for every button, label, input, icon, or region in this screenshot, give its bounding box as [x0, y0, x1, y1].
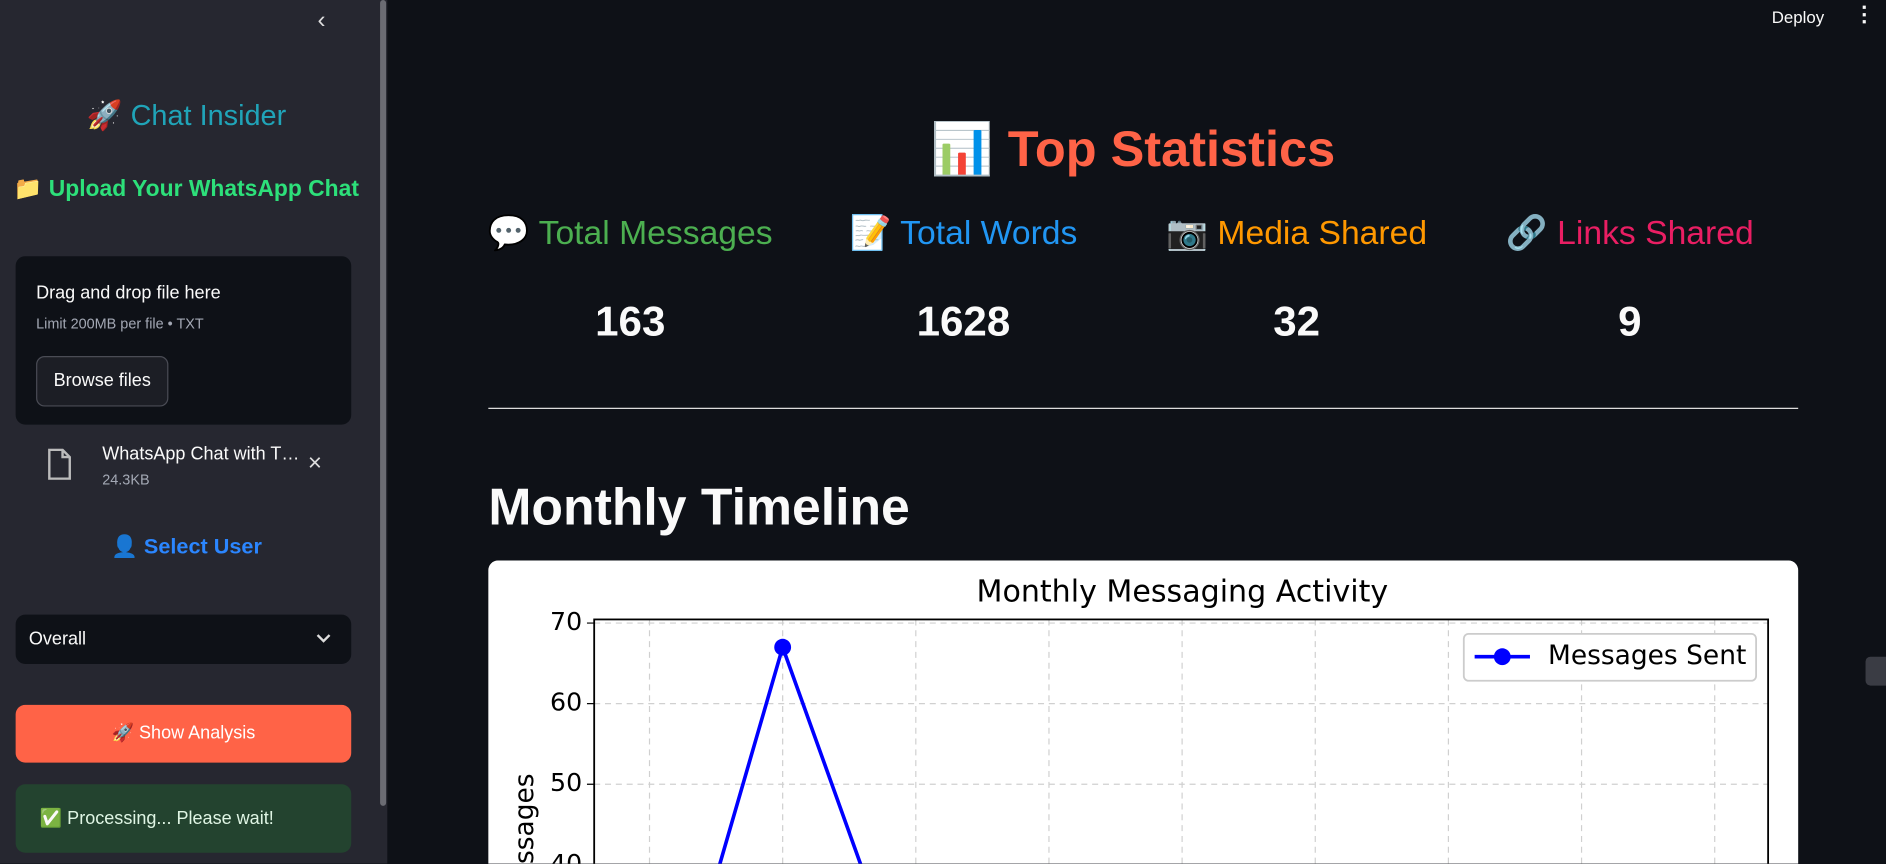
status-message: ✅ Processing... Please wait!: [15, 784, 352, 853]
scrollbar: [380, 0, 387, 806]
browse-button[interactable]: Browse files: [36, 356, 169, 407]
dropzone-limit: Limit 200MB per file • TXT: [36, 315, 204, 332]
dropzone-text: Drag and drop file here: [36, 282, 221, 304]
legend-label: Messages Sent: [1548, 640, 1746, 671]
legend-marker: [1493, 648, 1511, 666]
stat-label: 📝 Total Words: [849, 214, 1078, 252]
chart-title: Monthly Messaging Activity: [977, 574, 1389, 609]
sidebar: ‹ 🚀 Chat Insider 📁 Upload Your WhatsApp …: [0, 0, 388, 864]
upload-heading: 📁 Upload Your WhatsApp Chat: [13, 176, 359, 203]
select-value: Overall: [28, 629, 87, 650]
stat-value: 9: [1618, 298, 1642, 346]
file-size: 24.3KB: [102, 471, 150, 489]
sidebar-title: 🚀 Chat Insider: [86, 99, 287, 133]
chevron: [316, 634, 331, 643]
legend-box: [1462, 632, 1757, 682]
divider: [488, 407, 1799, 409]
y-tick-label: 40: [550, 849, 582, 864]
y-axis-label: Messages: [509, 773, 540, 863]
y-tick-label: 70: [550, 607, 582, 636]
data-line: [718, 641, 863, 864]
stat-value: 32: [1273, 298, 1321, 346]
stats-title: 📊 Top Statistics: [930, 120, 1336, 177]
stat-label: 📷 Media Shared: [1166, 214, 1428, 252]
stat-value: 163: [595, 298, 666, 346]
chart: Monthly Messaging Activity 40 50 60 70 Messa…: [488, 560, 1799, 864]
stat-label: 💬 Total Messages: [487, 214, 773, 252]
user-select[interactable]: Overall: [15, 614, 352, 664]
section-title: Monthly Timeline: [488, 478, 910, 537]
remove-file[interactable]: ×: [307, 449, 322, 477]
file-icon: [48, 448, 71, 480]
dropzone[interactable]: Drag and drop file here Limit 200MB per …: [15, 256, 352, 425]
collapse-button[interactable]: ‹: [317, 7, 326, 34]
y-tick-label: 50: [550, 768, 582, 797]
menu-button[interactable]: ⋮: [1853, 2, 1876, 27]
select-heading: 👤 Select User: [110, 534, 262, 559]
side-tab[interactable]: [1865, 656, 1886, 686]
y-tick-label: 60: [550, 688, 582, 717]
deploy-button[interactable]: Deploy: [1771, 7, 1825, 27]
file-name: WhatsApp Chat with T…: [102, 443, 300, 465]
plot-frame: [593, 618, 1770, 864]
data-point: [774, 638, 792, 656]
stat-value: 1628: [916, 298, 1011, 346]
stat-label: 🔗 Links Shared: [1505, 214, 1754, 252]
show-analysis-button[interactable]: 🚀 Show Analysis: [15, 704, 352, 763]
